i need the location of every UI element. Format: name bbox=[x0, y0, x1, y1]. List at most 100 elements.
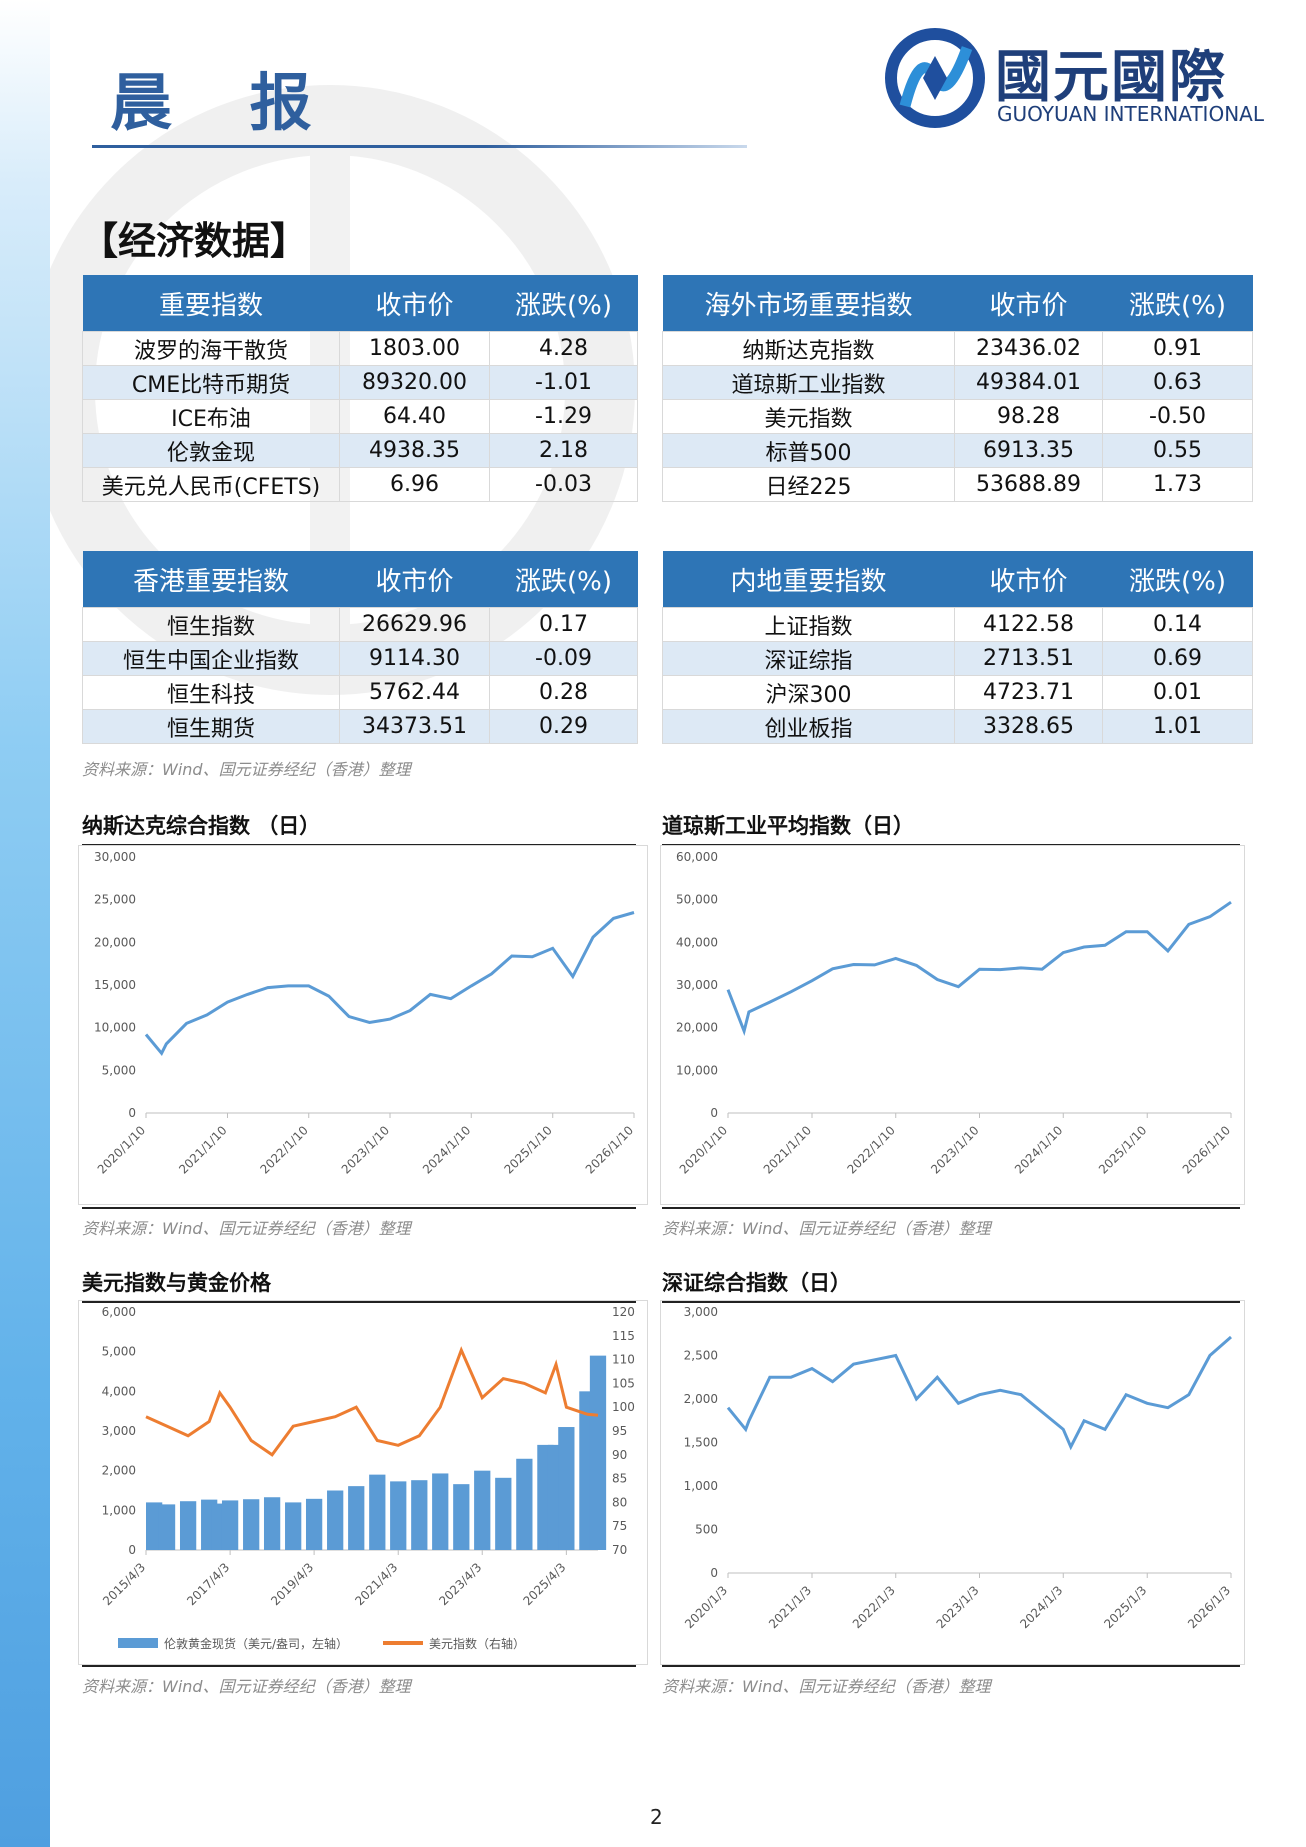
table-cell: 4938.35 bbox=[339, 433, 490, 468]
bar bbox=[390, 1481, 407, 1550]
table-wrap: 重要指数 收市价 涨跌(%) 波罗的海干散货 1803.00 4.28 CME比特币期货 89… bbox=[82, 275, 638, 502]
x-tick-label: 2026/1/10 bbox=[1180, 1123, 1233, 1176]
table-row: CME比特币期货 89320.00 -1.01 bbox=[82, 365, 638, 400]
x-tick-label: 2025/1/3 bbox=[1101, 1583, 1149, 1631]
source-note: 资料来源：Wind、国元证券经纪（香港）整理 bbox=[82, 760, 411, 779]
header-cell: 涨跌(%) bbox=[1102, 275, 1253, 332]
chart-title: 纳斯达克综合指数 （日） bbox=[82, 810, 636, 846]
y2-tick-label: 120 bbox=[612, 1305, 635, 1319]
x-tick-label: 2022/1/3 bbox=[850, 1583, 898, 1631]
bar bbox=[516, 1458, 533, 1550]
bar bbox=[432, 1473, 449, 1550]
chart-title: 道琼斯工业平均指数（日） bbox=[662, 810, 1240, 846]
page-number: 2 bbox=[650, 1805, 663, 1829]
table-cell: 0.55 bbox=[1102, 433, 1253, 468]
header-cell: 收市价 bbox=[339, 275, 490, 332]
table-row: 恒生期货 34373.51 0.29 bbox=[82, 709, 638, 744]
bar bbox=[243, 1499, 260, 1550]
table-cell: 创业板指 bbox=[662, 709, 955, 744]
x-tick-label: 2021/1/10 bbox=[176, 1123, 229, 1176]
y-tick-label: 4,000 bbox=[102, 1384, 136, 1398]
logo-icon bbox=[885, 28, 985, 128]
y-tick-label: 2,000 bbox=[102, 1464, 136, 1478]
y-tick-label: 25,000 bbox=[94, 893, 136, 907]
plot-frame bbox=[78, 845, 648, 1205]
table-cell: 美元指数 bbox=[662, 399, 955, 434]
header-cell: 海外市场重要指数 bbox=[662, 275, 955, 332]
bar bbox=[179, 1501, 197, 1550]
table-cell: 0.17 bbox=[489, 607, 638, 642]
table-row: ICE布油 64.40 -1.29 bbox=[82, 399, 638, 434]
x-tick-label: 2020/1/10 bbox=[95, 1123, 148, 1176]
bar bbox=[453, 1484, 470, 1550]
logo-en: GUOYUAN INTERNATIONAL bbox=[997, 102, 1264, 126]
table-row: 沪深300 4723.71 0.01 bbox=[662, 675, 1253, 710]
table-row: 标普500 6913.35 0.55 bbox=[662, 433, 1253, 468]
chart-title: 美元指数与黄金价格 bbox=[82, 1267, 636, 1303]
y2-tick-label: 115 bbox=[612, 1329, 635, 1343]
x-tick-label: 2023/1/10 bbox=[928, 1123, 981, 1176]
table-row: 波罗的海干散货 1803.00 4.28 bbox=[82, 331, 638, 366]
table-cell: 恒生中国企业指数 bbox=[82, 641, 340, 676]
data-table: 重要指数 收市价 涨跌(%) 波罗的海干散货 1803.00 4.28 CME比特币期货 89… bbox=[82, 275, 638, 502]
table-cell: 4122.58 bbox=[954, 607, 1103, 642]
table-cell: 0.14 bbox=[1102, 607, 1253, 642]
table-cell: 6.96 bbox=[339, 467, 490, 502]
table-wrap: 香港重要指数 收市价 涨跌(%) 恒生指数 26629.96 0.17 恒生中国企业指数 91… bbox=[82, 551, 638, 744]
table-cell: CME比特币期货 bbox=[82, 365, 340, 400]
x-tick-label: 2021/1/3 bbox=[766, 1583, 814, 1631]
table-cell: 6913.35 bbox=[954, 433, 1103, 468]
table-cell: 沪深300 bbox=[662, 675, 955, 710]
header-cell: 内地重要指数 bbox=[662, 551, 955, 608]
table-cell: 上证指数 bbox=[662, 607, 955, 642]
y-tick-label: 15,000 bbox=[94, 978, 136, 992]
x-tick-label: 2023/1/10 bbox=[339, 1123, 392, 1176]
bar bbox=[411, 1480, 428, 1550]
y-tick-label: 1,000 bbox=[102, 1503, 136, 1517]
header-cell: 收市价 bbox=[339, 551, 490, 608]
x-tick-label: 2022/1/10 bbox=[844, 1123, 897, 1176]
table-cell: 4723.71 bbox=[954, 675, 1103, 710]
header-cell: 涨跌(%) bbox=[489, 275, 638, 332]
y-tick-label: 1,500 bbox=[684, 1436, 718, 1450]
table-cell: 道琼斯工业指数 bbox=[662, 365, 955, 400]
table-cell: 0.29 bbox=[489, 709, 638, 744]
plot-frame bbox=[660, 845, 1245, 1205]
table-cell: 1.73 bbox=[1102, 467, 1253, 502]
table-cell: 23436.02 bbox=[954, 331, 1103, 366]
chart: 0 500 1,000 1,500 2,000 2,500 3,000 2020/1/3 202… bbox=[660, 1300, 1245, 1665]
header-row: 重要指数 收市价 涨跌(%) bbox=[82, 275, 638, 332]
table-cell: 34373.51 bbox=[339, 709, 490, 744]
y-tick-label: 5,000 bbox=[102, 1063, 136, 1077]
x-tick-label: 2015/4/3 bbox=[100, 1560, 148, 1608]
table-row: 美元指数 98.28 -0.50 bbox=[662, 399, 1253, 434]
x-tick-label: 2017/4/3 bbox=[184, 1560, 232, 1608]
table-cell: 1803.00 bbox=[339, 331, 490, 366]
x-tick-label: 2025/4/3 bbox=[520, 1560, 568, 1608]
y2-tick-label: 105 bbox=[612, 1376, 635, 1390]
x-tick-label: 2021/1/10 bbox=[761, 1123, 814, 1176]
x-tick-label: 2024/1/3 bbox=[1017, 1583, 1065, 1631]
y-tick-label: 0 bbox=[128, 1543, 136, 1557]
x-tick-label: 2025/1/10 bbox=[1096, 1123, 1149, 1176]
table-cell: -0.50 bbox=[1102, 399, 1253, 434]
bar bbox=[158, 1504, 176, 1550]
page-title: 晨 报 bbox=[110, 66, 340, 139]
y-tick-label: 2,000 bbox=[684, 1392, 718, 1406]
line-series bbox=[145, 1346, 599, 1457]
table-cell: 53688.89 bbox=[954, 467, 1103, 502]
x-tick-label: 2021/4/3 bbox=[352, 1560, 400, 1608]
bar bbox=[348, 1486, 365, 1550]
chart: 0 1,000 2,000 3,000 4,000 5,000 6,000 70 75 80 85 9… bbox=[78, 1300, 648, 1665]
table-cell: 恒生指数 bbox=[82, 607, 340, 642]
bar bbox=[263, 1497, 281, 1550]
table-wrap: 内地重要指数 收市价 涨跌(%) 上证指数 4122.58 0.14 深证综指 2713.51… bbox=[662, 551, 1253, 744]
x-tick-label: 2022/1/10 bbox=[257, 1123, 310, 1176]
y-tick-label: 5,000 bbox=[102, 1345, 136, 1359]
y-tick-label: 500 bbox=[695, 1523, 718, 1537]
y-tick-label: 30,000 bbox=[94, 850, 136, 864]
header-row: 内地重要指数 收市价 涨跌(%) bbox=[662, 551, 1253, 608]
table-row: 深证综指 2713.51 0.69 bbox=[662, 641, 1253, 676]
bar bbox=[369, 1474, 386, 1550]
